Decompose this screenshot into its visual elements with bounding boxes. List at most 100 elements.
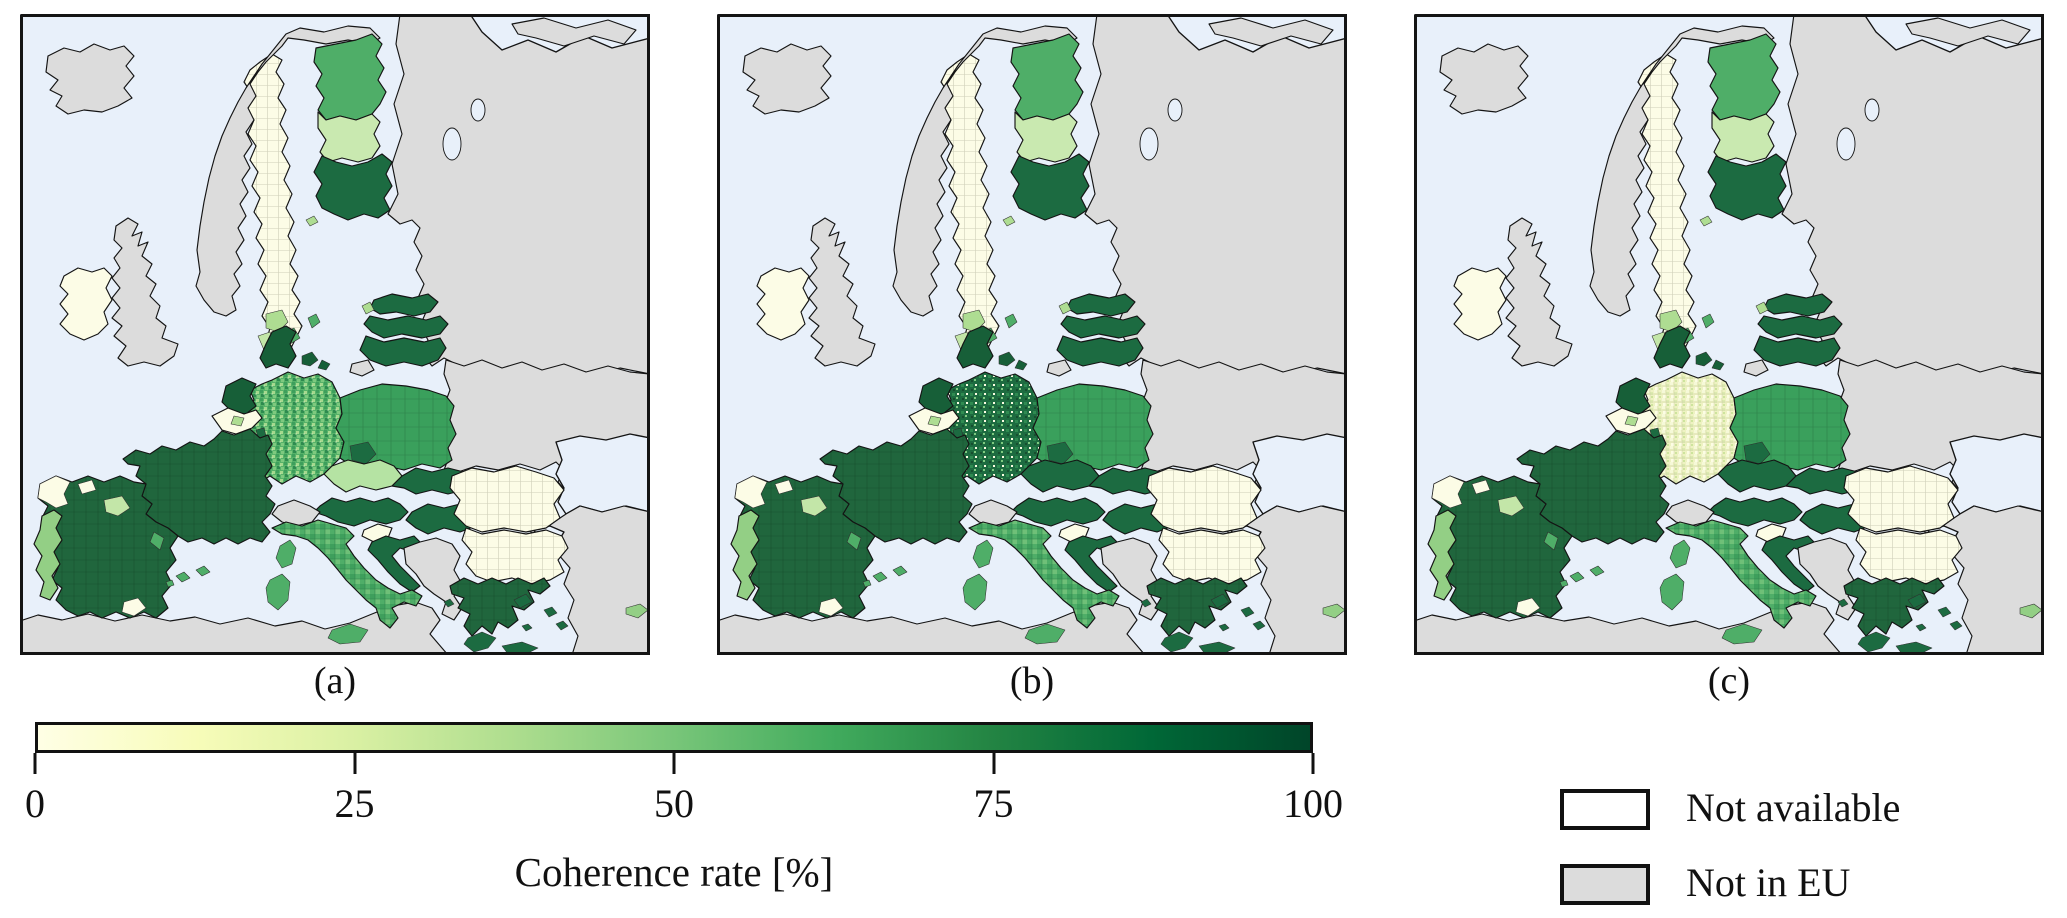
legend-label-not-available: Not available <box>1686 785 1901 830</box>
region-east-spain <box>149 531 165 551</box>
region-estonia <box>1066 293 1136 317</box>
region-denmark <box>956 325 994 369</box>
region-black-sea <box>555 433 650 515</box>
region-greece <box>1146 577 1248 637</box>
region-united-kingdom <box>111 217 179 367</box>
region-peloponnese <box>463 631 497 653</box>
region-sardinia <box>962 573 988 611</box>
region-romania <box>449 465 565 533</box>
region-lake-onega <box>470 98 486 122</box>
region-corsica <box>275 539 297 569</box>
region-ireland <box>1453 267 1507 341</box>
region-finland-mid <box>1711 111 1775 163</box>
region-estonia <box>1763 293 1833 317</box>
region-aegean-islands <box>1837 598 1963 632</box>
region-euboea <box>1907 593 1927 609</box>
panel-label-a: (a) <box>313 660 357 702</box>
region-balearic-islands <box>862 565 908 588</box>
region-brussels <box>230 415 245 427</box>
region-cyprus <box>2019 603 2043 619</box>
region-latvia <box>1757 315 1843 339</box>
legend-swatch-not-in-eu <box>1560 864 1650 905</box>
panel-frame <box>20 14 650 655</box>
region-lake-ladoga <box>442 127 462 161</box>
region-aland-islands <box>305 215 319 227</box>
colorbar-tick-label-0: 0 <box>25 781 45 826</box>
region-latvia <box>1060 315 1146 339</box>
region-euboea <box>513 593 533 609</box>
region-cyprus <box>1322 603 1346 619</box>
map-panel-b <box>717 14 1347 655</box>
region-austria <box>313 497 409 527</box>
region-bulgaria <box>1158 527 1266 585</box>
region-romania <box>1146 465 1262 533</box>
region-sicily <box>1721 623 1763 645</box>
region-cyprus <box>625 603 649 619</box>
region-united-kingdom <box>1505 217 1573 367</box>
region-denmark-islands <box>1695 351 1725 371</box>
map-panel-c <box>1414 14 2044 655</box>
region-lithuania <box>1753 335 1841 367</box>
region-netherlands <box>1615 377 1651 415</box>
colorbar-tick-label-75: 75 <box>973 781 1014 826</box>
region-finland-south <box>313 153 393 221</box>
region-estonia-islands <box>1755 301 1769 315</box>
region-black-sea <box>1949 433 2044 515</box>
region-andalusia <box>121 597 147 617</box>
panel-label-b: (b) <box>1009 660 1055 702</box>
region-norway <box>195 25 381 317</box>
region-iceland <box>45 43 135 115</box>
legend-label-not-in-eu: Not in EU <box>1686 860 1851 905</box>
region-galicia <box>1431 475 1465 509</box>
region-estonia <box>369 293 439 317</box>
region-kaliningrad <box>1046 359 1072 377</box>
region-italy <box>968 519 1120 629</box>
region-lithuania <box>1056 335 1144 367</box>
region-finland-north <box>313 33 387 121</box>
region-greece <box>449 577 551 637</box>
region-peloponnese <box>1160 631 1194 653</box>
region-finland-mid <box>317 111 381 163</box>
region-brussels <box>1624 415 1639 427</box>
colorbar-tick-mark-75 <box>992 753 995 774</box>
region-ireland <box>756 267 810 341</box>
region-norway <box>1589 25 1775 317</box>
region-kaliningrad <box>349 359 375 377</box>
colorbar-tick-label-25: 25 <box>334 781 375 826</box>
legend-swatch-not-available <box>1560 789 1650 830</box>
colorbar-tick-mark-0 <box>33 753 37 774</box>
region-andalusia <box>818 597 844 617</box>
region-bulgaria <box>461 527 569 585</box>
region-sardinia <box>265 573 291 611</box>
region-kola-peninsula <box>511 17 637 47</box>
region-united-kingdom <box>808 217 876 367</box>
europe-map <box>1414 14 2044 655</box>
colorbar-tick-label-100: 100 <box>1283 781 1343 826</box>
region-andalusia <box>1515 597 1541 617</box>
region-kola-peninsula <box>1905 17 2031 47</box>
region-aegean-islands <box>1140 598 1266 632</box>
region-poland-southwest <box>1743 441 1771 465</box>
region-east-spain <box>846 531 862 551</box>
region-lake-onega <box>1864 98 1880 122</box>
region-gotland <box>1701 313 1715 329</box>
region-sicily <box>327 623 369 645</box>
region-euboea <box>1210 593 1230 609</box>
region-portugal <box>730 509 760 601</box>
region-sardinia <box>1659 573 1685 611</box>
region-gotland <box>1004 313 1018 329</box>
region-gotland <box>307 313 321 329</box>
panel-frame <box>717 14 1347 655</box>
region-portugal <box>1427 509 1457 601</box>
region-poland-southwest <box>1046 441 1074 465</box>
region-denmark <box>259 325 297 369</box>
region-kola-peninsula <box>1208 17 1334 47</box>
region-aland-islands <box>1699 215 1713 227</box>
colorbar-tick-mark-50 <box>672 753 676 774</box>
region-finland-south <box>1707 153 1787 221</box>
colorbar-tick-label-50: 50 <box>654 781 694 826</box>
region-galicia <box>37 475 71 509</box>
europe-map <box>20 14 650 655</box>
colorbar-axis-label: Coherence rate [%] <box>514 849 834 895</box>
region-romania <box>1843 465 1959 533</box>
